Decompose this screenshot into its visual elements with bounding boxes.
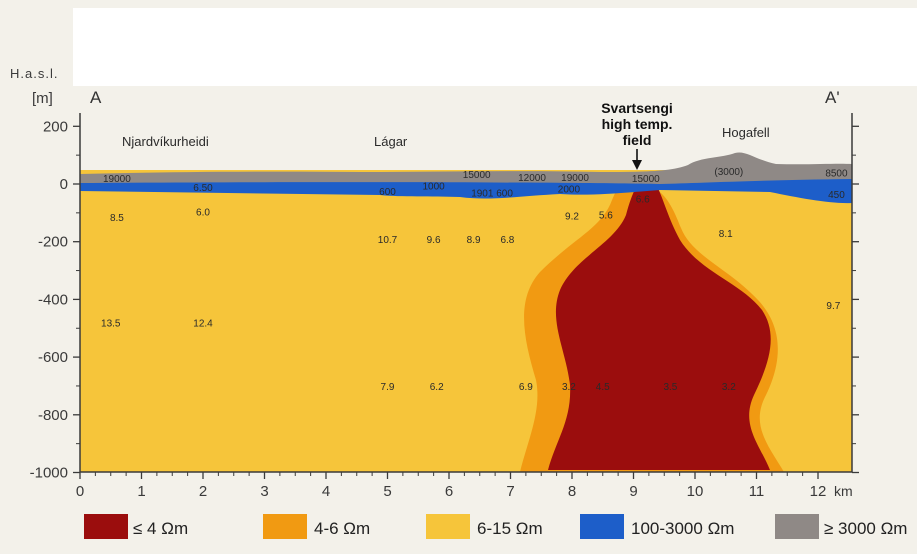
y-tick-label: -800 [38,407,68,424]
x-axis-ticks: 0 1 2 3 4 5 6 7 8 9 10 11 12 [76,472,827,500]
resistivity-value-label: 450 [828,190,845,201]
resistivity-value-label: 4.5 [596,382,610,393]
layer-100-3000-ohm-region [80,178,852,204]
place-hogafell: Hogafell [722,125,770,140]
legend-swatch [84,514,128,539]
legend-label: ≥ 3000 Ωm [824,519,907,538]
resistivity-value-label: 10.7 [378,235,398,246]
resistivity-value-label: 12000 [518,173,546,184]
place-lagar: Lágar [374,134,408,149]
x-tick-label: 4 [322,483,330,500]
x-tick-label: 0 [76,483,84,500]
field-arrow-icon [632,149,642,170]
resistivity-value-label: 3.2 [562,382,576,393]
x-tick-label: 10 [687,483,704,500]
x-tick-label: 7 [506,483,514,500]
x-tick-label: 12 [810,483,827,500]
resistivity-value-label: 1901 600 [471,189,513,200]
resistivity-value-label: 8.1 [719,229,733,240]
legend-swatch [775,514,819,539]
legend-label: 6-15 Ωm [477,519,543,538]
resistivity-value-label: 9.7 [826,301,840,312]
y-axis-title: H.a.s.l. [10,66,58,81]
legend-swatch [263,514,307,539]
y-tick-label: -400 [38,291,68,308]
y-tick-label: 0 [60,176,68,193]
y-tick-label: -1000 [30,465,68,482]
legend-label: 100-3000 Ωm [631,519,734,538]
resistivity-values: 19000 6.50 8.5 6.0 600 1000 15000 1901 600 12000… [101,167,848,393]
y-tick-label: -200 [38,234,68,251]
y-tick-label: 200 [43,118,68,135]
legend-label: 4-6 Ωm [314,519,370,538]
resistivity-value-label: 15000 [632,174,660,185]
resistivity-value-label: 6.0 [196,207,210,218]
y-axis-ticks: 2000-200-400-600-800-1000 [30,118,859,482]
resistivity-value-label: 6.9 [519,382,533,393]
y-axis-unit: [m] [32,90,53,107]
x-tick-label: 3 [260,483,268,500]
x-tick-label: 1 [137,483,145,500]
resistivity-value-label: 8500 [825,168,848,179]
resistivity-value-label: 19000 [103,174,131,185]
legend-swatch [580,514,624,539]
resistivity-value-label: 7.9 [381,382,395,393]
resistivity-value-label: 13.5 [101,318,121,329]
resistivity-value-label: 3.2 [722,382,736,393]
resistivity-value-label: 1000 [423,181,446,192]
legend-swatch [426,514,470,539]
x-tick-label: 6 [445,483,453,500]
resistivity-value-label: 12.4 [193,318,213,329]
section-label-left: A [90,88,102,107]
layer-le-4-ohm-core [548,184,771,470]
resistivity-value-label: 5.6 [599,210,613,221]
legend-label: ≤ 4 Ωm [133,519,188,538]
field-label-line2: high temp. [602,116,673,132]
resistivity-value-label: 6.8 [500,235,514,246]
title-area [73,8,917,86]
resistivity-value-label: 19000 [561,173,589,184]
x-tick-label: 2 [199,483,207,500]
x-tick-label: 9 [629,483,637,500]
x-tick-label: 5 [383,483,391,500]
place-njardvikurheidi: Njardvíkurheidi [122,134,209,149]
resistivity-value-label: 2000 [558,184,581,195]
layer-ge-3000-ohm-region [80,152,852,184]
resistivity-value-label: 6.2 [430,382,444,393]
field-label-line1: Svartsengi [601,100,673,116]
resistivity-value-label: 3.5 [663,382,677,393]
resistivity-value-label: 6.50 [193,183,213,194]
resistivity-value-label: (3000) [714,167,743,178]
resistivity-value-label: 15000 [463,170,491,181]
resistivity-value-label: 8.9 [467,235,481,246]
section-label-right: A' [825,88,840,107]
resistivity-value-label: 9.6 [427,235,441,246]
resistivity-value-label: 600 [379,187,396,198]
resistivity-value-label: 9.2 [565,212,579,223]
y-tick-label: -600 [38,349,68,366]
resistivity-value-label: 8.5 [110,213,124,224]
legend: ≤ 4 Ωm 4-6 Ωm 6-15 Ωm 100-3000 Ωm ≥ 3000… [84,514,907,539]
x-tick-label: 8 [568,483,576,500]
field-label-line3: field [623,132,652,148]
x-axis-unit: km [834,483,853,499]
x-tick-label: 11 [749,483,765,500]
resistivity-value-label: 6.6 [636,194,650,205]
